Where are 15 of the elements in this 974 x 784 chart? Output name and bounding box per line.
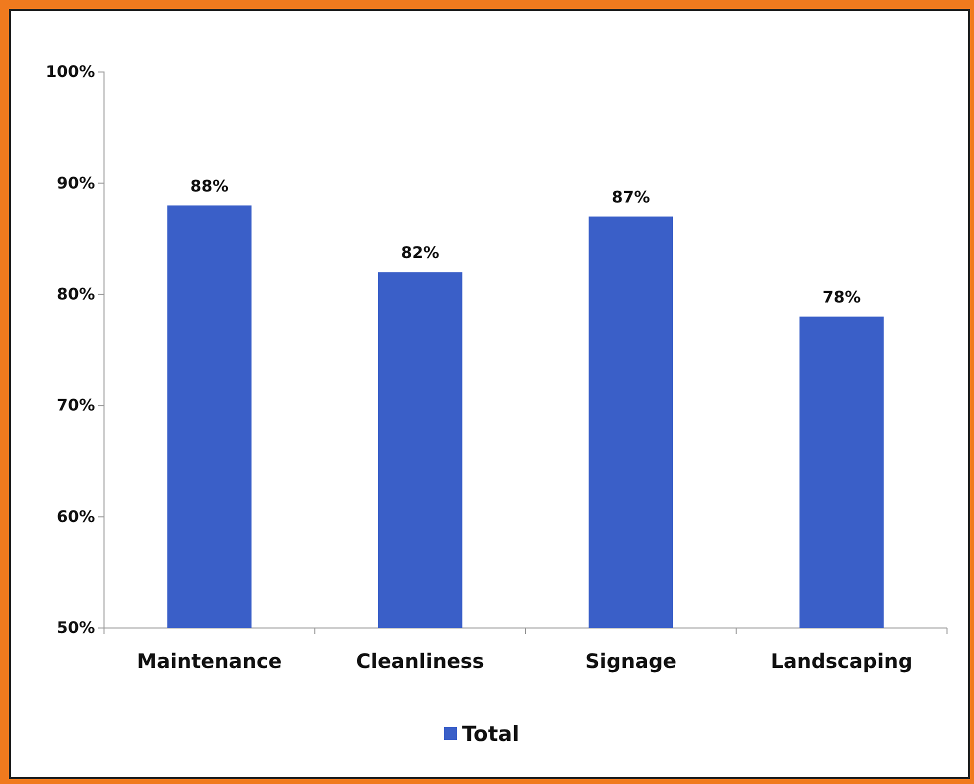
y-tick-label: 80% bbox=[56, 284, 95, 304]
x-tick-label: Cleanliness bbox=[356, 649, 484, 673]
text: 87% bbox=[612, 188, 650, 207]
x-tick-label: Signage bbox=[585, 649, 676, 673]
x-tick-label: Maintenance bbox=[136, 649, 282, 673]
y-tick-label: 50% bbox=[56, 618, 95, 638]
text: 78% bbox=[822, 288, 861, 307]
y-tick-label: 60% bbox=[56, 506, 95, 526]
text: 88% bbox=[190, 176, 229, 196]
text: 82% bbox=[400, 243, 440, 262]
x-tick-label: Landscaping bbox=[770, 649, 913, 673]
legend-label: Total bbox=[462, 722, 520, 746]
y-tick-label: 90% bbox=[56, 173, 95, 192]
y-tick-label: 70% bbox=[56, 396, 95, 415]
y-tick-label: 100% bbox=[46, 62, 95, 82]
